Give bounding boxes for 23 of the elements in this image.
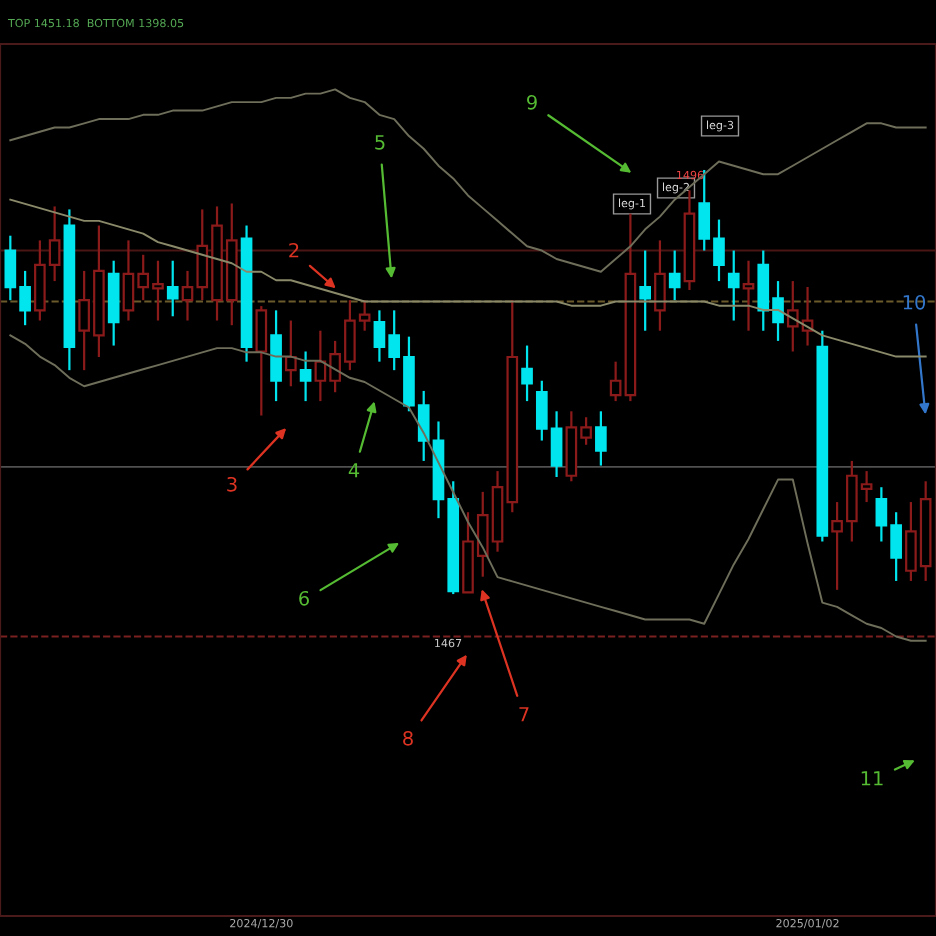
text: 11 bbox=[861, 771, 883, 786]
text: 9 bbox=[527, 94, 537, 110]
annotation: 3 bbox=[227, 476, 237, 492]
annotation: 2 bbox=[289, 242, 299, 258]
candlestick bbox=[521, 344, 533, 403]
candlestick bbox=[595, 410, 607, 467]
candlestick bbox=[299, 350, 312, 403]
text: 7 bbox=[519, 707, 529, 722]
candlestick bbox=[255, 305, 268, 417]
text: 5 bbox=[375, 135, 385, 150]
annotation: 6 bbox=[299, 590, 309, 606]
annotation: 10 bbox=[903, 294, 926, 310]
candlestick bbox=[654, 239, 666, 332]
candlestick bbox=[727, 249, 740, 322]
candlestick bbox=[166, 259, 179, 318]
candlestick bbox=[609, 360, 622, 403]
candlestick bbox=[742, 259, 755, 332]
candlestick bbox=[270, 309, 282, 403]
text: 8 bbox=[403, 730, 413, 746]
candlestick bbox=[285, 319, 297, 388]
candlestick bbox=[668, 249, 681, 302]
annotation: 4 bbox=[348, 463, 360, 478]
candlestick bbox=[639, 249, 651, 332]
